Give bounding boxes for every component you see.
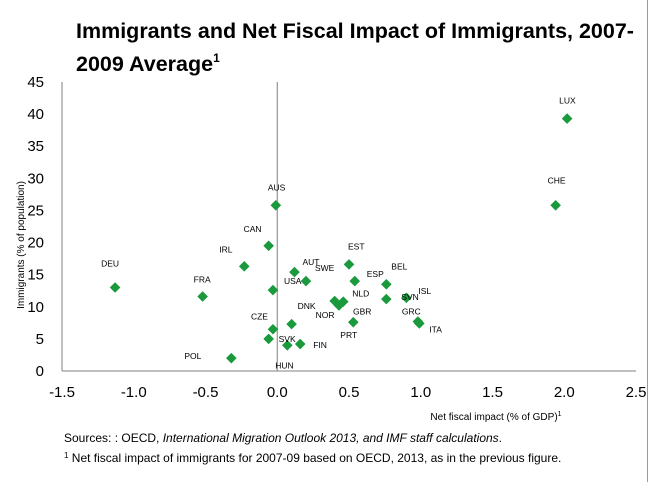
point-label-pol: POL (184, 351, 201, 361)
point-label-can: CAN (244, 224, 262, 234)
point-label-ita: ITA (429, 324, 442, 334)
data-point-cze (267, 323, 279, 335)
y-tick-labels: 0 5 10 15 20 25 30 35 40 45 (27, 74, 44, 380)
data-point-hun (281, 340, 293, 351)
data-point-esp (349, 275, 361, 287)
footnote: 1 Net fiscal impact of immigrants for 20… (64, 447, 644, 467)
y-tick-label: 20 (27, 235, 44, 252)
data-point-prt (348, 316, 359, 328)
scatter-plot: -1.5 -1.0 -0.5 0.0 0.5 1.0 1.5 2.0 2.5 0 5 10 15 20 2… (16, 74, 646, 423)
y-tick-label: 0 (36, 363, 44, 380)
data-point-svk (263, 333, 274, 345)
point-label-svn: SVN (401, 292, 418, 302)
point-label-svk: SVK (279, 334, 296, 344)
sources-line: Sources: : OECD, International Migration… (64, 430, 644, 447)
x-tick-label: 2.0 (554, 384, 575, 401)
x-tick-label: 1.5 (482, 384, 503, 401)
point-label-isl: ISL (418, 286, 431, 296)
data-point-deu (109, 282, 121, 293)
x-axis-title: Net fiscal impact (% of GDP)1 (430, 411, 561, 423)
data-point-gbr (333, 300, 345, 311)
point-label-hun: HUN (275, 360, 293, 370)
data-point-nld (337, 296, 349, 307)
x-tick-label: 0.5 (339, 384, 360, 401)
data-point-svn (381, 293, 392, 305)
data-point-che (550, 200, 561, 211)
y-tick-label: 45 (27, 74, 44, 91)
point-label-bel: BEL (391, 261, 407, 271)
footnote-text: Net fiscal impact of immigrants for 2007… (68, 451, 562, 465)
data-point-irl (238, 261, 250, 272)
data-point-nor (329, 295, 340, 307)
point-label-nld: NLD (352, 289, 369, 299)
point-label-che: CHE (548, 175, 566, 185)
point-label-prt: PRT (340, 330, 357, 340)
point-label-usa: USA (284, 276, 302, 286)
point-label-fra: FRA (194, 275, 211, 285)
x-tick-label: 0.0 (267, 384, 288, 401)
y-tick-label: 15 (27, 267, 44, 284)
point-label-aus: AUS (268, 182, 286, 192)
data-point-dnk (286, 318, 297, 330)
point-label-nor: NOR (316, 310, 335, 320)
x-tick-label: 2.5 (626, 384, 647, 401)
point-label-grc: GRC (402, 307, 421, 317)
sources-prefix: Sources: : OECD, (64, 431, 163, 445)
chart-title-footnote-marker: 1 (213, 51, 220, 65)
y-tick-label: 30 (27, 170, 44, 187)
point-label-gbr: GBR (353, 306, 371, 316)
data-point-est (343, 259, 355, 270)
y-tick-label: 25 (27, 202, 44, 219)
data-points (109, 113, 573, 364)
point-label-deu: DEU (101, 259, 119, 269)
y-axis-title: Immigrants (% of population) (16, 181, 27, 309)
y-tick-label: 35 (27, 138, 44, 155)
point-label-fin: FIN (313, 340, 327, 350)
point-label-swe: SWE (315, 263, 335, 273)
point-label-irl: IRL (219, 244, 233, 254)
data-point-swe (300, 275, 312, 287)
data-point-aut (289, 266, 300, 278)
y-tick-label: 10 (27, 299, 44, 316)
y-tick-label: 5 (36, 331, 44, 348)
point-label-est: EST (348, 241, 365, 251)
footnote-marker: 1 (64, 451, 69, 460)
data-point-can (263, 240, 274, 252)
point-label-aut: AUT (302, 257, 319, 267)
data-point-isl (401, 292, 412, 304)
axes (61, 82, 636, 372)
x-tick-label: -1.0 (121, 384, 147, 401)
point-label-cze: CZE (251, 311, 268, 321)
point-label-lux: LUX (559, 96, 576, 106)
data-point-fin (294, 338, 306, 350)
chart-title-text: Immigrants and Net Fiscal Impact of Immi… (76, 19, 634, 76)
sources-suffix: . (498, 431, 503, 445)
x-tick-labels: -1.5 -1.0 -0.5 0.0 0.5 1.0 1.5 2.0 2.5 (49, 384, 646, 401)
point-label-esp: ESP (367, 269, 384, 279)
y-tick-label: 40 (27, 106, 44, 123)
sources-italic: International Migration Outlook 2013, an… (162, 431, 499, 445)
data-point-pol (226, 352, 237, 364)
x-tick-label: -1.5 (49, 384, 75, 401)
chart-title: Immigrants and Net Fiscal Impact of Immi… (76, 18, 636, 78)
data-point-aus (270, 200, 282, 211)
sources-note: Sources: : OECD, International Migration… (64, 430, 644, 467)
data-point-fra (197, 291, 208, 302)
x-tick-label: 1.0 (410, 384, 431, 401)
data-point-ita (414, 318, 425, 329)
x-axis-title-footnote-marker: 1 (558, 411, 562, 418)
x-tick-label: -0.5 (193, 384, 219, 401)
point-label-dnk: DNK (298, 301, 316, 311)
data-point-usa (267, 284, 279, 296)
data-point-bel (381, 279, 392, 290)
data-point-lux (561, 113, 573, 124)
